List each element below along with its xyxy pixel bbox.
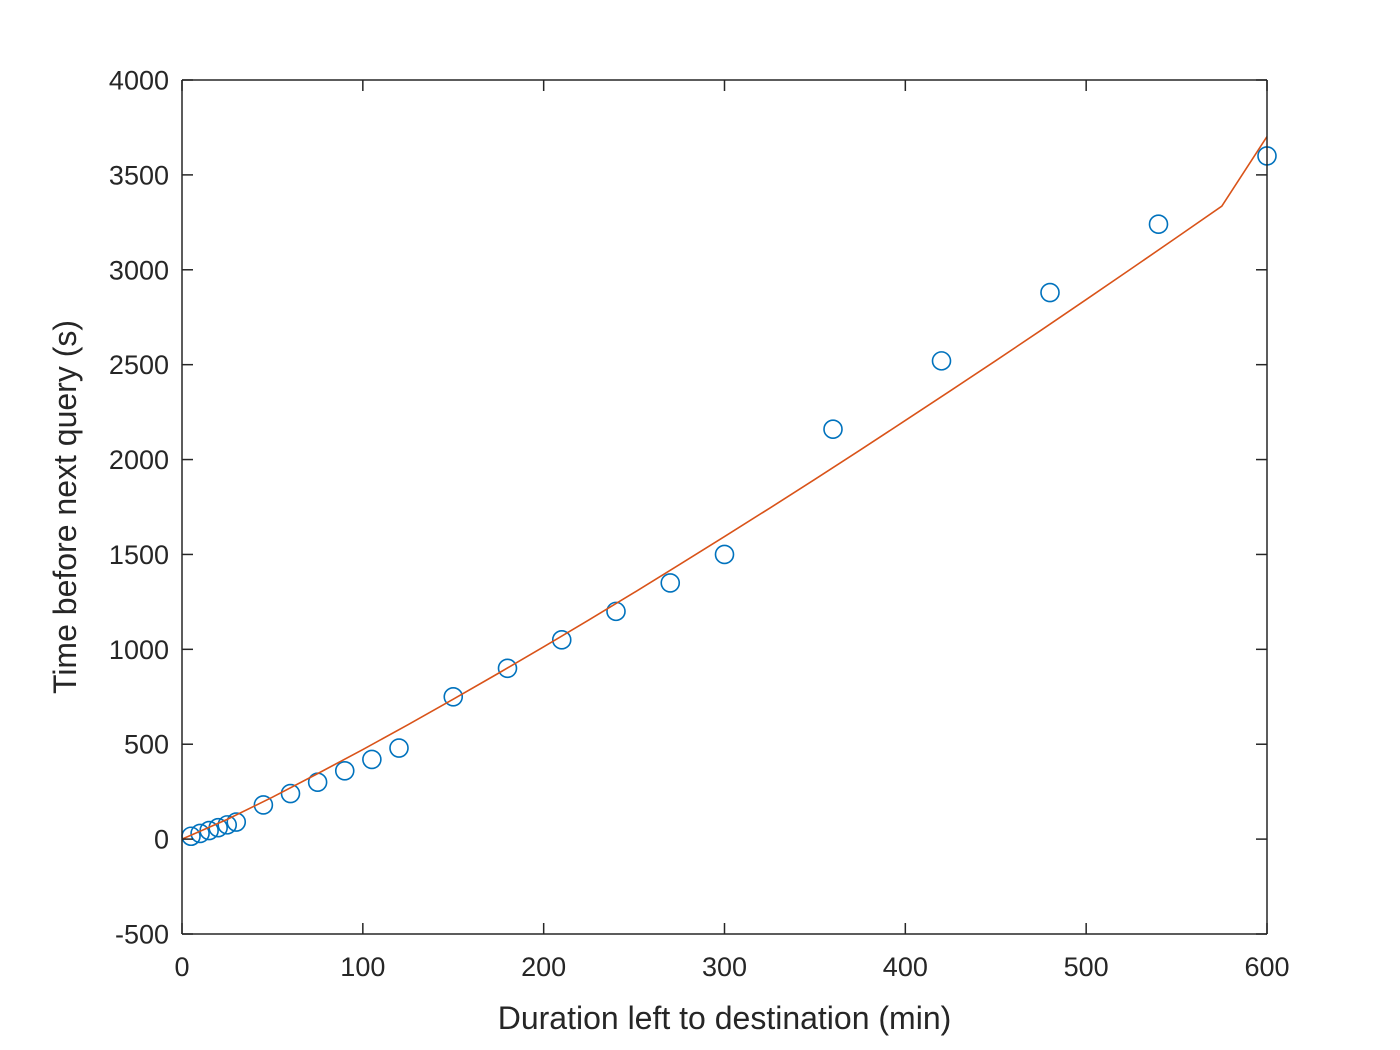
fit-curve-line <box>181 136 1268 840</box>
x-tick-label: 400 <box>883 952 928 982</box>
data-point-marker <box>931 351 952 371</box>
y-tick-label: 1000 <box>109 635 169 665</box>
data-point-marker <box>226 812 247 832</box>
data-point-marker <box>253 795 274 815</box>
x-tick-label: 100 <box>340 952 385 982</box>
data-point-marker <box>389 738 409 758</box>
y-tick-label: 3000 <box>109 255 169 285</box>
y-axis-title: Time before next query (s) <box>47 320 83 694</box>
y-tick-label: 3500 <box>109 160 169 190</box>
y-tick-label: -500 <box>115 920 169 950</box>
y-tick-label: 2000 <box>109 445 169 475</box>
x-tick-label: 200 <box>521 952 566 982</box>
x-axis-title: Duration left to destination (min) <box>498 1000 952 1036</box>
x-tick-label: 500 <box>1064 952 1109 982</box>
x-tick-label: 300 <box>702 952 747 982</box>
data-point-marker <box>714 544 735 565</box>
data-point-marker <box>190 823 210 844</box>
data-point-marker <box>1040 282 1060 303</box>
y-tick-label: 0 <box>154 825 169 855</box>
data-point-marker <box>217 815 238 835</box>
data-point-marker <box>606 601 626 622</box>
x-tick-label: 600 <box>1244 952 1289 982</box>
data-point-marker <box>497 658 518 679</box>
plot-area <box>182 80 1267 934</box>
data-point-marker <box>1148 214 1169 235</box>
data-point-marker <box>443 686 464 707</box>
axis-layer: 0 100 200 300 400 500 600-50005001000150020002… <box>109 66 1290 983</box>
data-point-marker <box>660 573 681 593</box>
x-tick-label: 0 <box>174 952 189 982</box>
data-point-marker <box>280 783 301 804</box>
data-point-marker <box>551 630 572 650</box>
data-point-marker <box>823 419 843 439</box>
data-point-marker <box>362 749 382 770</box>
y-tick-label: 1500 <box>109 540 169 570</box>
y-tick-label: 4000 <box>109 66 169 96</box>
series-layer <box>181 136 1277 847</box>
y-tick-label: 2500 <box>109 350 169 380</box>
data-point-marker <box>334 760 355 781</box>
y-tick-label: 500 <box>124 730 169 760</box>
